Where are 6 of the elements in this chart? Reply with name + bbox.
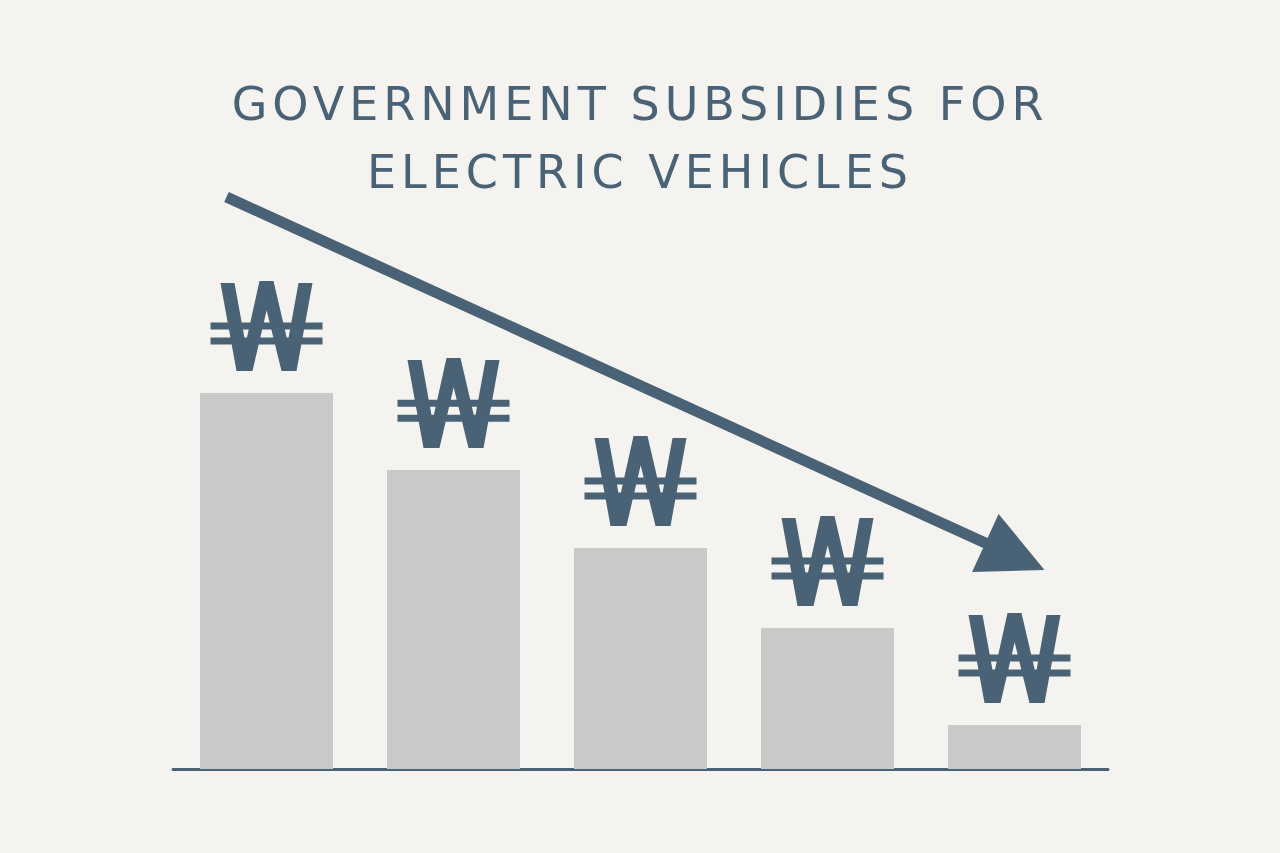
bar: [387, 470, 520, 769]
bar: [761, 628, 894, 769]
bar: [200, 393, 333, 769]
chart-title: GOVERNMENT SUBSIDIES FOR ELECTRIC VEHICLES: [230, 76, 1050, 201]
bar: [948, 725, 1081, 769]
bar: [574, 547, 707, 769]
